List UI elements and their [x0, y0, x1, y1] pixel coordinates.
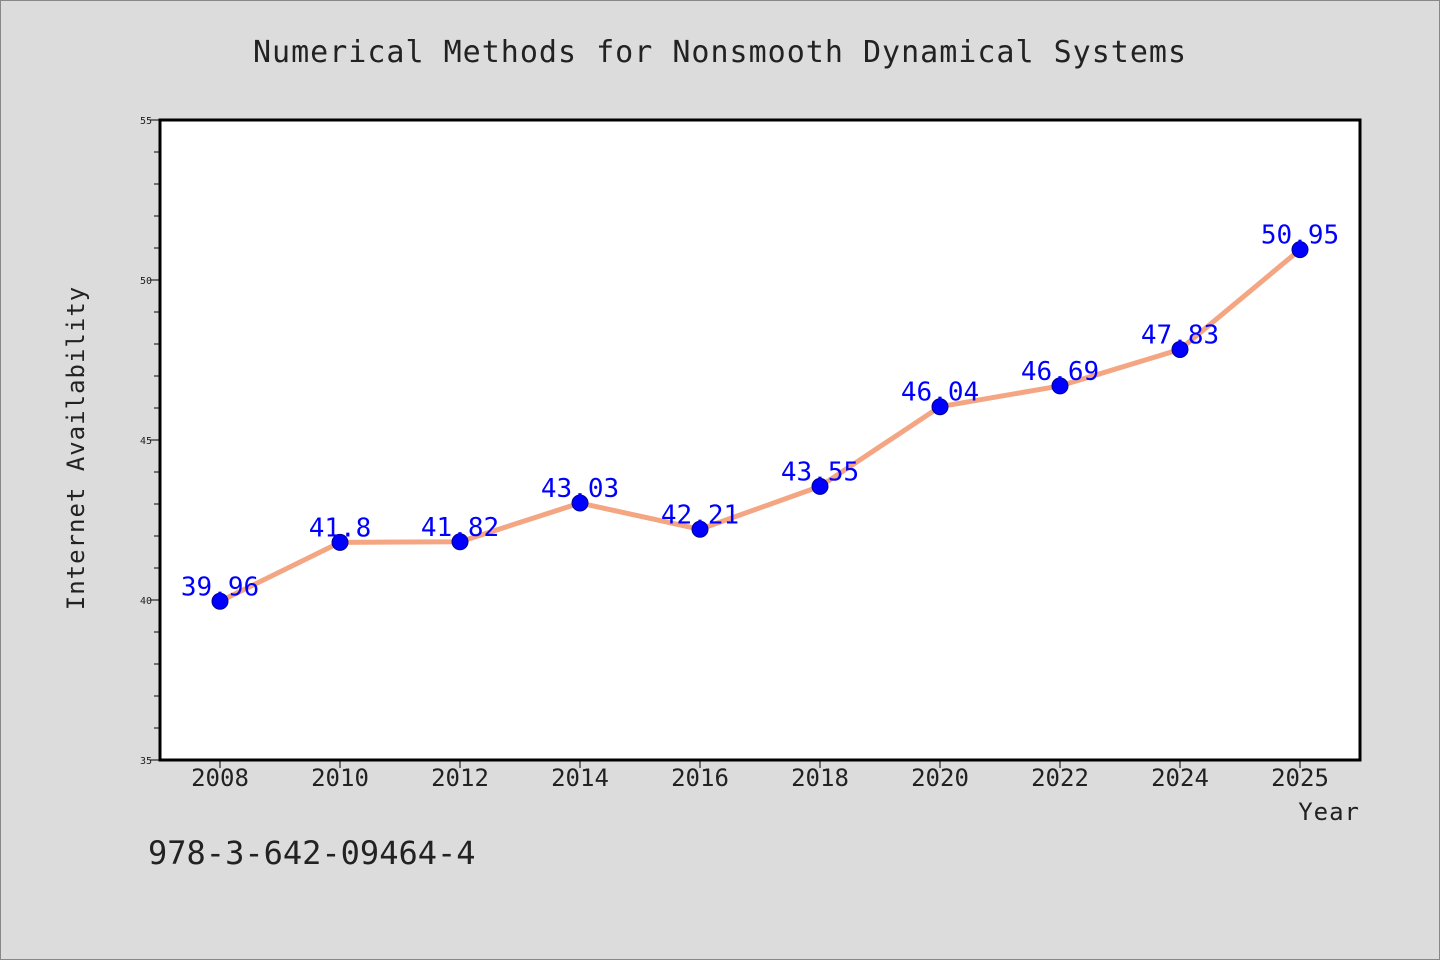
x-tick-label: 2022	[1031, 764, 1089, 792]
data-label: 43.55	[781, 457, 859, 487]
data-point	[1291, 241, 1309, 259]
y-tick-label: 45	[140, 436, 152, 447]
data-label: 41.82	[421, 513, 499, 543]
data-label: 39.96	[181, 572, 259, 602]
x-axis-label: Year	[1298, 798, 1360, 826]
data-labels: 39.96 41.8 41.82 43.03 42.21 43.55 46.04 46.69 4…	[181, 221, 1339, 603]
data-point	[811, 477, 829, 495]
x-tick-label: 2020	[911, 764, 969, 792]
data-point	[211, 592, 229, 610]
data-point	[931, 398, 949, 416]
data-label: 47.83	[1141, 320, 1219, 350]
data-label: 43.03	[541, 474, 619, 504]
x-tick-label: 2016	[671, 764, 729, 792]
x-tick-label: 2012	[431, 764, 489, 792]
x-tick-label: 2010	[311, 764, 369, 792]
data-label: 41.8	[309, 513, 372, 543]
data-point	[691, 520, 709, 538]
x-tick-label: 2025	[1271, 764, 1329, 792]
y-tick-label: 55	[140, 116, 152, 127]
data-point	[451, 533, 469, 551]
data-point	[1051, 377, 1069, 395]
data-point	[331, 533, 349, 551]
y-tick-label: 35	[140, 756, 152, 767]
x-axis-ticks	[219, 760, 1301, 768]
series-line	[217, 247, 1303, 604]
y-axis-ticks	[150, 119, 160, 761]
data-label: 46.69	[1021, 357, 1099, 387]
x-axis-tick-labels: 2008 2010 2012 2014 2016 2018 2020 2022 2024 2025	[191, 764, 1329, 792]
x-tick-label: 2024	[1151, 764, 1209, 792]
y-axis-label: Internet Availability	[62, 286, 90, 610]
x-tick-label: 2018	[791, 764, 849, 792]
data-point	[1171, 340, 1189, 358]
chart-title: Numerical Methods for Nonsmooth Dynamica…	[253, 35, 1187, 70]
plot-area	[158, 118, 1362, 762]
series-markers	[211, 241, 1309, 610]
data-point	[571, 494, 589, 512]
footer-isbn: 978-3-642-09464-4	[148, 834, 476, 872]
data-label: 42.21	[661, 500, 739, 530]
x-tick-label: 2014	[551, 764, 609, 792]
data-label: 50.95	[1261, 221, 1339, 251]
data-label: 46.04	[901, 378, 979, 408]
y-tick-label: 40	[140, 596, 152, 607]
y-axis-tick-labels: 35 40 45 50 55	[140, 116, 152, 767]
y-tick-label: 50	[140, 276, 152, 287]
x-tick-label: 2008	[191, 764, 249, 792]
